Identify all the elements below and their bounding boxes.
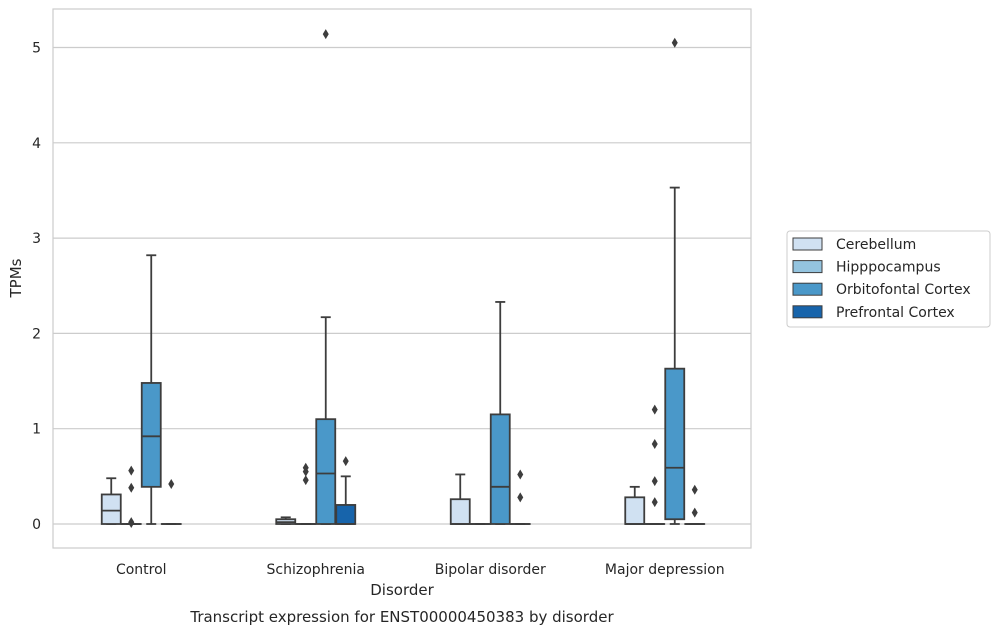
outlier-point bbox=[322, 29, 329, 40]
outlier-point bbox=[342, 456, 349, 467]
outlier-point bbox=[128, 465, 135, 476]
outlier-point bbox=[302, 466, 309, 477]
outlier-point bbox=[128, 482, 135, 493]
box-orbitofontal-cortex bbox=[489, 301, 511, 525]
outlier-point bbox=[691, 484, 698, 495]
outlier-point bbox=[128, 518, 135, 529]
legend-swatch bbox=[792, 237, 823, 251]
box-cerebellum bbox=[275, 516, 297, 525]
box-prefrontal-cortex bbox=[335, 456, 357, 525]
box-hipppocampus bbox=[120, 465, 142, 529]
y-tick-label: 1 bbox=[32, 422, 41, 438]
x-tick-labels: Control Schizophrenia Bipolar disorder Majo… bbox=[116, 562, 725, 578]
legend-label: Hipppocampus bbox=[836, 260, 941, 276]
outlier-point bbox=[691, 507, 698, 518]
y-tick-labels: 0 1 2 3 4 5 bbox=[32, 41, 41, 534]
box-iqr bbox=[624, 496, 646, 525]
box-orbitofontal-cortex bbox=[315, 29, 337, 525]
y-tick-label: 4 bbox=[32, 136, 41, 152]
legend-swatch bbox=[792, 282, 823, 296]
box-hipppocampus bbox=[295, 462, 317, 525]
y-axis-label: TPMs bbox=[7, 258, 25, 298]
outlier-point bbox=[168, 478, 175, 489]
outlier-point bbox=[651, 497, 658, 508]
x-tick-label: Major depression bbox=[605, 562, 725, 578]
legend-frame bbox=[786, 230, 991, 328]
y-tick-label: 3 bbox=[32, 231, 41, 247]
legend-swatch bbox=[792, 260, 823, 274]
box-iqr bbox=[335, 504, 357, 525]
box-prefrontal-cortex bbox=[684, 484, 706, 525]
x-tick-label: Control bbox=[116, 562, 167, 578]
chart-caption: Transcript expression for ENST0000045038… bbox=[189, 608, 614, 626]
legend-label: Orbitofontal Cortex bbox=[836, 282, 971, 298]
outlier-point bbox=[671, 37, 678, 48]
outlier-point bbox=[517, 492, 524, 503]
box-orbitofontal-cortex bbox=[664, 37, 686, 525]
box-iqr bbox=[664, 367, 686, 521]
legend: Cerebellum Hipppocampus Orbitofontal Corte… bbox=[786, 230, 991, 328]
box-cerebellum bbox=[100, 477, 122, 525]
outlier-point bbox=[651, 476, 658, 487]
box-iqr bbox=[489, 413, 511, 525]
box-iqr bbox=[315, 418, 337, 525]
y-tick-label: 5 bbox=[32, 41, 41, 57]
box-cerebellum bbox=[449, 473, 471, 525]
plot-area-frame bbox=[52, 8, 752, 549]
legend-swatch bbox=[792, 305, 823, 319]
outlier-point bbox=[651, 438, 658, 449]
x-tick-label: Schizophrenia bbox=[267, 562, 365, 578]
outlier-point bbox=[517, 469, 524, 480]
outlier-point bbox=[302, 475, 309, 486]
legend-label: Cerebellum bbox=[836, 237, 916, 253]
box-prefrontal-cortex bbox=[509, 469, 531, 525]
y-tick-label: 2 bbox=[32, 326, 41, 342]
box-prefrontal-cortex bbox=[160, 478, 182, 525]
box-iqr bbox=[140, 382, 162, 488]
x-tick-label: Bipolar disorder bbox=[435, 562, 546, 578]
y-tick-label: 0 bbox=[32, 517, 41, 533]
box-iqr bbox=[449, 498, 471, 525]
box-cerebellum bbox=[624, 485, 646, 525]
x-axis-label: Disorder bbox=[370, 581, 434, 599]
legend-label: Prefrontal Cortex bbox=[836, 305, 955, 321]
box-iqr bbox=[100, 493, 122, 525]
box-orbitofontal-cortex bbox=[140, 254, 162, 525]
box-series bbox=[100, 29, 706, 529]
box-hipppocampus bbox=[644, 404, 666, 525]
outlier-point bbox=[651, 404, 658, 415]
